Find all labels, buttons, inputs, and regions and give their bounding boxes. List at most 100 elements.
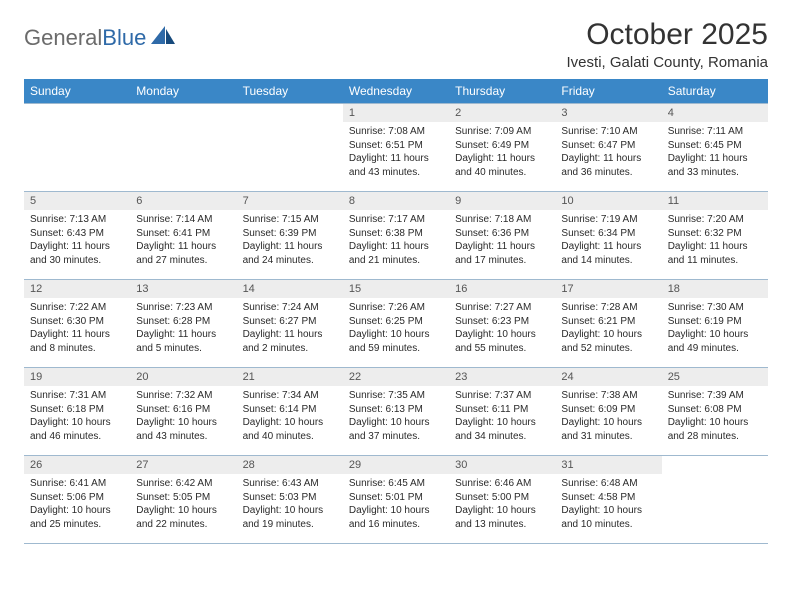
sunrise-text: Sunrise: 7:15 AM	[243, 213, 337, 227]
sunset-text: Sunset: 6:34 PM	[561, 227, 655, 241]
day-detail: Sunrise: 6:45 AMSunset: 5:01 PMDaylight:…	[343, 474, 449, 537]
day-detail: Sunrise: 7:11 AMSunset: 6:45 PMDaylight:…	[662, 122, 768, 185]
daylight-text: Daylight: 10 hours and 13 minutes.	[455, 504, 549, 531]
calendar-week: 19Sunrise: 7:31 AMSunset: 6:18 PMDayligh…	[24, 368, 768, 456]
daylight-text: Daylight: 11 hours and 5 minutes.	[136, 328, 230, 355]
daylight-text: Daylight: 11 hours and 11 minutes.	[668, 240, 762, 267]
daylight-text: Daylight: 10 hours and 34 minutes.	[455, 416, 549, 443]
calendar-day	[130, 104, 236, 192]
sunset-text: Sunset: 6:43 PM	[30, 227, 124, 241]
sunset-text: Sunset: 6:51 PM	[349, 139, 443, 153]
sunrise-text: Sunrise: 7:38 AM	[561, 389, 655, 403]
calendar-week: 26Sunrise: 6:41 AMSunset: 5:06 PMDayligh…	[24, 456, 768, 544]
day-detail: Sunrise: 7:30 AMSunset: 6:19 PMDaylight:…	[662, 298, 768, 361]
sunset-text: Sunset: 5:03 PM	[243, 491, 337, 505]
calendar-week: 5Sunrise: 7:13 AMSunset: 6:43 PMDaylight…	[24, 192, 768, 280]
day-detail: Sunrise: 7:23 AMSunset: 6:28 PMDaylight:…	[130, 298, 236, 361]
calendar-day: 27Sunrise: 6:42 AMSunset: 5:05 PMDayligh…	[130, 456, 236, 544]
sunset-text: Sunset: 6:16 PM	[136, 403, 230, 417]
sunset-text: Sunset: 6:30 PM	[30, 315, 124, 329]
day-number: 6	[130, 192, 236, 210]
day-detail: Sunrise: 7:09 AMSunset: 6:49 PMDaylight:…	[449, 122, 555, 185]
sunset-text: Sunset: 6:18 PM	[30, 403, 124, 417]
daylight-text: Daylight: 10 hours and 19 minutes.	[243, 504, 337, 531]
sunrise-text: Sunrise: 7:08 AM	[349, 125, 443, 139]
daylight-text: Daylight: 10 hours and 31 minutes.	[561, 416, 655, 443]
calendar-day	[662, 456, 768, 544]
calendar-day: 8Sunrise: 7:17 AMSunset: 6:38 PMDaylight…	[343, 192, 449, 280]
day-number: 17	[555, 280, 661, 298]
day-detail: Sunrise: 7:32 AMSunset: 6:16 PMDaylight:…	[130, 386, 236, 449]
sunset-text: Sunset: 6:13 PM	[349, 403, 443, 417]
day-number: 25	[662, 368, 768, 386]
day-detail: Sunrise: 7:13 AMSunset: 6:43 PMDaylight:…	[24, 210, 130, 273]
sunrise-text: Sunrise: 7:31 AM	[30, 389, 124, 403]
calendar-day	[24, 104, 130, 192]
daylight-text: Daylight: 10 hours and 46 minutes.	[30, 416, 124, 443]
day-number: 15	[343, 280, 449, 298]
sunset-text: Sunset: 6:25 PM	[349, 315, 443, 329]
sunrise-text: Sunrise: 7:35 AM	[349, 389, 443, 403]
calendar-day: 10Sunrise: 7:19 AMSunset: 6:34 PMDayligh…	[555, 192, 661, 280]
calendar-day: 12Sunrise: 7:22 AMSunset: 6:30 PMDayligh…	[24, 280, 130, 368]
calendar-week: 1Sunrise: 7:08 AMSunset: 6:51 PMDaylight…	[24, 104, 768, 192]
sunrise-text: Sunrise: 7:28 AM	[561, 301, 655, 315]
day-detail: Sunrise: 7:26 AMSunset: 6:25 PMDaylight:…	[343, 298, 449, 361]
daylight-text: Daylight: 10 hours and 37 minutes.	[349, 416, 443, 443]
day-detail: Sunrise: 6:41 AMSunset: 5:06 PMDaylight:…	[24, 474, 130, 537]
day-number: 2	[449, 104, 555, 122]
calendar-table: SundayMondayTuesdayWednesdayThursdayFrid…	[24, 79, 768, 544]
sunset-text: Sunset: 6:39 PM	[243, 227, 337, 241]
day-number: 4	[662, 104, 768, 122]
sunrise-text: Sunrise: 7:18 AM	[455, 213, 549, 227]
daylight-text: Daylight: 10 hours and 55 minutes.	[455, 328, 549, 355]
day-number: 23	[449, 368, 555, 386]
sunset-text: Sunset: 6:14 PM	[243, 403, 337, 417]
calendar-day: 16Sunrise: 7:27 AMSunset: 6:23 PMDayligh…	[449, 280, 555, 368]
sail-icon	[151, 26, 175, 51]
day-detail: Sunrise: 7:20 AMSunset: 6:32 PMDaylight:…	[662, 210, 768, 273]
sunset-text: Sunset: 6:11 PM	[455, 403, 549, 417]
day-number: 5	[24, 192, 130, 210]
sunrise-text: Sunrise: 7:17 AM	[349, 213, 443, 227]
calendar-day: 4Sunrise: 7:11 AMSunset: 6:45 PMDaylight…	[662, 104, 768, 192]
day-number: 30	[449, 456, 555, 474]
day-detail: Sunrise: 7:19 AMSunset: 6:34 PMDaylight:…	[555, 210, 661, 273]
daylight-text: Daylight: 10 hours and 10 minutes.	[561, 504, 655, 531]
sunrise-text: Sunrise: 7:39 AM	[668, 389, 762, 403]
sunset-text: Sunset: 5:05 PM	[136, 491, 230, 505]
daylight-text: Daylight: 10 hours and 59 minutes.	[349, 328, 443, 355]
calendar-day: 20Sunrise: 7:32 AMSunset: 6:16 PMDayligh…	[130, 368, 236, 456]
daylight-text: Daylight: 11 hours and 17 minutes.	[455, 240, 549, 267]
calendar-day: 23Sunrise: 7:37 AMSunset: 6:11 PMDayligh…	[449, 368, 555, 456]
day-number: 11	[662, 192, 768, 210]
sunset-text: Sunset: 6:23 PM	[455, 315, 549, 329]
weekday-header: Thursday	[449, 79, 555, 104]
sunrise-text: Sunrise: 7:13 AM	[30, 213, 124, 227]
daylight-text: Daylight: 11 hours and 40 minutes.	[455, 152, 549, 179]
daylight-text: Daylight: 10 hours and 28 minutes.	[668, 416, 762, 443]
day-detail: Sunrise: 7:37 AMSunset: 6:11 PMDaylight:…	[449, 386, 555, 449]
daylight-text: Daylight: 10 hours and 16 minutes.	[349, 504, 443, 531]
sunrise-text: Sunrise: 7:19 AM	[561, 213, 655, 227]
sunset-text: Sunset: 6:36 PM	[455, 227, 549, 241]
sunrise-text: Sunrise: 6:45 AM	[349, 477, 443, 491]
daylight-text: Daylight: 11 hours and 43 minutes.	[349, 152, 443, 179]
daylight-text: Daylight: 11 hours and 24 minutes.	[243, 240, 337, 267]
day-detail: Sunrise: 7:17 AMSunset: 6:38 PMDaylight:…	[343, 210, 449, 273]
sunrise-text: Sunrise: 7:24 AM	[243, 301, 337, 315]
daylight-text: Daylight: 11 hours and 30 minutes.	[30, 240, 124, 267]
day-detail: Sunrise: 6:48 AMSunset: 4:58 PMDaylight:…	[555, 474, 661, 537]
day-detail: Sunrise: 7:27 AMSunset: 6:23 PMDaylight:…	[449, 298, 555, 361]
brand-logo: GeneralBlue	[24, 18, 175, 51]
calendar-day: 31Sunrise: 6:48 AMSunset: 4:58 PMDayligh…	[555, 456, 661, 544]
daylight-text: Daylight: 10 hours and 40 minutes.	[243, 416, 337, 443]
day-number: 26	[24, 456, 130, 474]
day-detail: Sunrise: 7:38 AMSunset: 6:09 PMDaylight:…	[555, 386, 661, 449]
calendar-day: 22Sunrise: 7:35 AMSunset: 6:13 PMDayligh…	[343, 368, 449, 456]
day-number: 18	[662, 280, 768, 298]
daylight-text: Daylight: 11 hours and 21 minutes.	[349, 240, 443, 267]
brand-text: GeneralBlue	[24, 25, 146, 51]
daylight-text: Daylight: 10 hours and 49 minutes.	[668, 328, 762, 355]
daylight-text: Daylight: 10 hours and 25 minutes.	[30, 504, 124, 531]
